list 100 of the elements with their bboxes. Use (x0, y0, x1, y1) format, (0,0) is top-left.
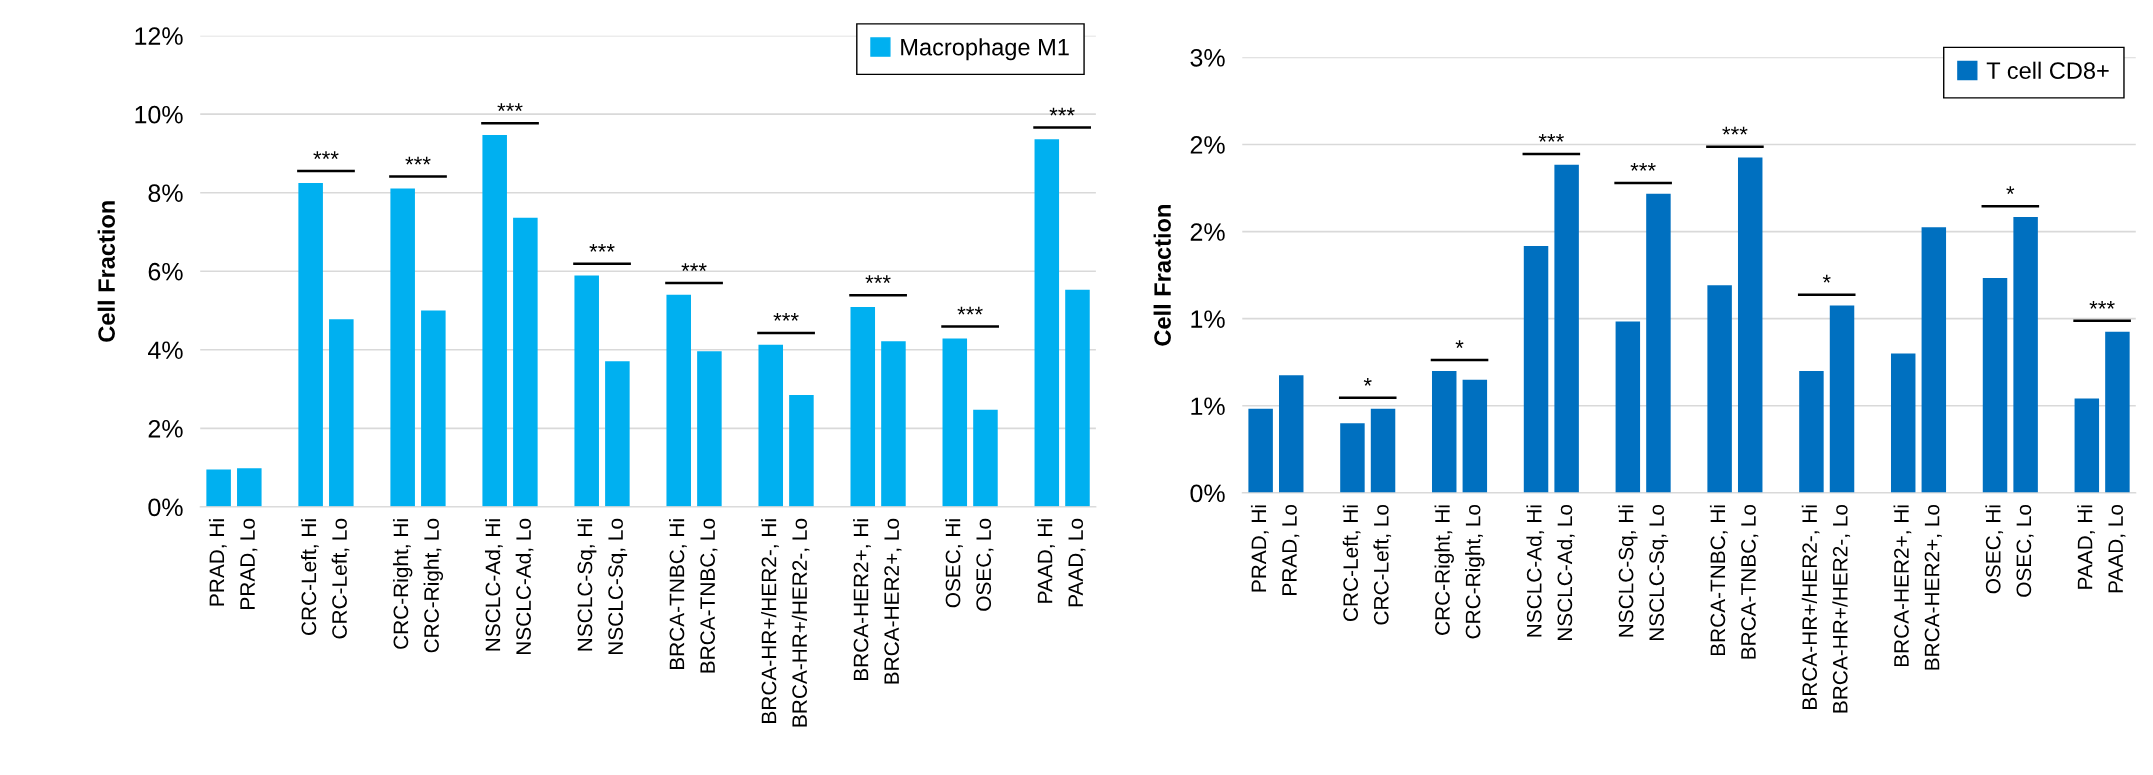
bar (1921, 227, 1947, 493)
bar (1707, 285, 1732, 493)
bar (697, 351, 722, 507)
bar (482, 134, 507, 507)
bar (881, 341, 906, 507)
bar (2105, 331, 2130, 493)
bar (789, 394, 814, 507)
bar (758, 344, 784, 507)
annotation: *** (405, 156, 431, 165)
bar (1890, 353, 1916, 493)
x-tick-label: NSCLC-Sq, Lo (1649, 504, 1669, 641)
x-tick-label: BRCA-TNBC, Lo (700, 518, 718, 673)
bar (1432, 370, 1457, 493)
annotation: *** (865, 275, 891, 284)
x-tick-label: PAAD, Lo (1068, 518, 1086, 607)
bar (1615, 321, 1641, 493)
y-tick-label: 2% (148, 419, 183, 438)
bar (942, 338, 968, 507)
annotation: * (1822, 274, 1831, 283)
bar (390, 188, 415, 507)
x-tick-label: CRC-Right, Hi (392, 519, 413, 649)
x-tick-label: CRC-Left, Lo (331, 518, 350, 639)
bar (1462, 379, 1488, 493)
bar (298, 182, 323, 507)
x-tick-label: CRC-Left, Lo (1373, 504, 1392, 625)
y-tick-label: 0% (148, 498, 183, 517)
bar (1646, 193, 1671, 493)
x-tick-label: NSCLC-Sq, Hi (1618, 505, 1638, 637)
y-tick-label: 6% (148, 262, 183, 281)
y-axis-title: Cell Fraction (97, 201, 115, 342)
x-tick-label: BRCA-HER2+, Hi (1893, 505, 1912, 667)
annotation: * (1363, 377, 1372, 386)
y-tick-label: 0% (1190, 484, 1225, 503)
x-tick-label: CRC-Right, Lo (1465, 504, 1485, 639)
y-tick-label: 4% (148, 341, 183, 359)
x-tick-label: NSCLC-Ad, Lo (1556, 504, 1575, 641)
annotation: *** (681, 263, 707, 271)
x-tick-label: NSCLC-Sq, Hi (577, 519, 597, 651)
annotation: *** (589, 243, 615, 252)
legend-label: Macrophage M1 (901, 38, 1069, 61)
x-tick-label: BRCA-HR+/HER2-, Lo (791, 518, 810, 727)
annotation: *** (1049, 107, 1075, 116)
bar (1554, 164, 1579, 493)
bar (1737, 157, 1763, 493)
x-tick-label: CRC-Left, Hi (300, 519, 319, 635)
y-tick-label: 8% (148, 184, 183, 203)
bar (1248, 408, 1273, 493)
bar (1799, 370, 1824, 493)
x-tick-label: OSEC, Hi (1985, 505, 2004, 594)
bar (605, 361, 630, 507)
x-tick-label: BRCA-HER2+, Hi (853, 519, 871, 681)
bar (850, 306, 876, 507)
x-tick-label: BRCA-TNBC, Lo (1741, 504, 1759, 659)
annotation: *** (1538, 134, 1564, 142)
x-tick-label: CRC-Left, Hi (1342, 505, 1361, 622)
bar (329, 319, 354, 507)
y-tick-label: 2% (1190, 223, 1225, 241)
x-tick-label: PAAD, Lo (2108, 504, 2126, 593)
annotation: *** (1630, 163, 1656, 171)
bar (2074, 398, 2100, 493)
x-tick-label: NSCLC-Ad, Hi (1526, 505, 1545, 637)
x-tick-label: PRAD, Lo (1282, 504, 1300, 595)
bar (513, 217, 538, 507)
x-tick-label: NSCLC-Ad, Lo (515, 518, 534, 655)
annotation: *** (313, 151, 339, 160)
x-tick-label: BRCA-HR+/HER2-, Hi (761, 519, 779, 723)
bar (666, 294, 691, 507)
bar (1065, 289, 1090, 507)
x-tick-label: NSCLC-Sq, Lo (608, 518, 628, 655)
x-tick-label: PRAD, Lo (240, 518, 258, 609)
y-tick-label: 2% (1190, 136, 1225, 154)
bar (421, 310, 446, 507)
x-tick-label: PAAD, Hi (1037, 519, 1055, 603)
annotation: *** (497, 103, 523, 112)
bar (1340, 423, 1365, 493)
bar (206, 469, 231, 507)
bar (1279, 375, 1304, 493)
annotation: *** (1722, 126, 1748, 135)
y-tick-label: 10% (135, 105, 183, 124)
annotation: * (1455, 340, 1464, 348)
x-tick-label: BRCA-TNBC, Hi (1709, 505, 1728, 656)
annotation: *** (773, 313, 799, 321)
x-tick-label: BRCA-HR+/HER2-, Hi (1801, 505, 1820, 709)
x-tick-label: BRCA-HER2+, Lo (884, 518, 902, 684)
x-tick-label: PRAD, Hi (208, 519, 227, 606)
x-tick-label: CRC-Right, Lo (423, 518, 444, 653)
bar (1034, 139, 1060, 507)
bar (237, 468, 262, 507)
bar (1982, 278, 2008, 493)
bar (1829, 305, 1855, 493)
x-tick-label: BRCA-TNBC, Hi (669, 519, 687, 670)
y-tick-label: 3% (1190, 48, 1225, 67)
bar (574, 275, 599, 507)
bar (1523, 246, 1549, 493)
x-tick-label: BRCA-HR+/HER2-, Lo (1832, 504, 1851, 713)
legend-label: T cell CD8+ (1986, 61, 2109, 80)
x-tick-label: OSEC, Lo (976, 518, 994, 611)
annotation: *** (2089, 300, 2115, 309)
bar (973, 409, 998, 507)
y-axis-title: Cell Fraction (1153, 205, 1171, 346)
